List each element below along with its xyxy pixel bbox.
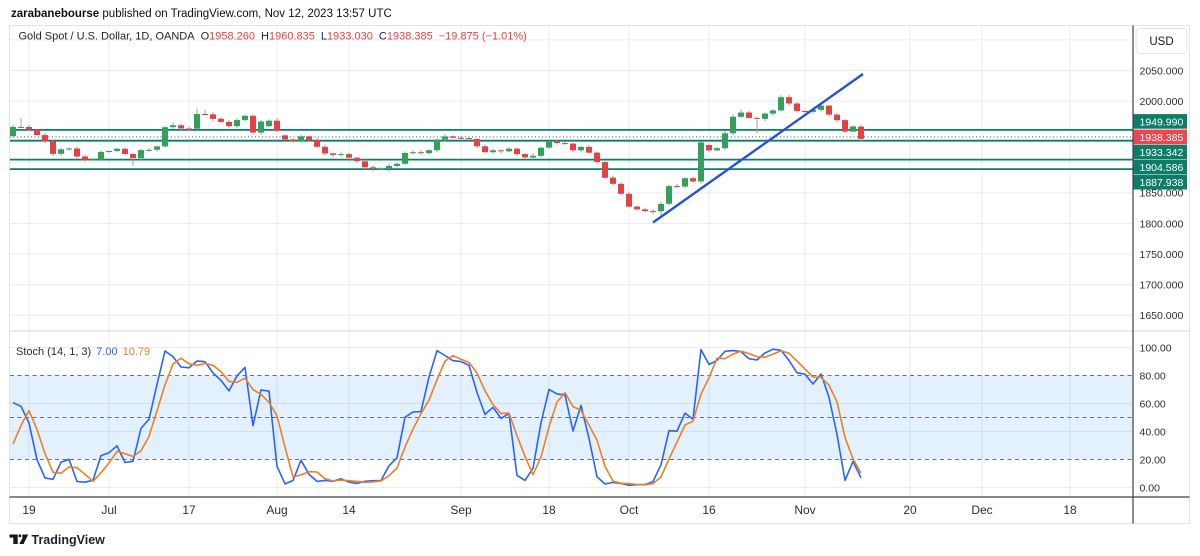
svg-text:100.00: 100.00 xyxy=(1140,342,1172,354)
svg-text:18: 18 xyxy=(542,503,556,517)
svg-text:1887.938: 1887.938 xyxy=(1140,177,1184,189)
svg-text:Oct: Oct xyxy=(620,503,639,517)
svg-text:Aug: Aug xyxy=(266,503,287,517)
svg-text:40.00: 40.00 xyxy=(1140,426,1166,438)
svg-text:1800.000: 1800.000 xyxy=(1140,218,1184,230)
svg-text:Dec: Dec xyxy=(971,503,992,517)
svg-text:60.00: 60.00 xyxy=(1140,398,1166,410)
svg-text:14: 14 xyxy=(342,503,356,517)
svg-text:80.00: 80.00 xyxy=(1140,370,1166,382)
svg-text:TradingView: TradingView xyxy=(32,533,106,547)
svg-text:zarabanebourse published on Tr: zarabanebourse published on TradingView.… xyxy=(11,8,392,20)
svg-text:1949.990: 1949.990 xyxy=(1140,116,1184,128)
svg-text:18: 18 xyxy=(1063,503,1077,517)
svg-text:1650.000: 1650.000 xyxy=(1140,310,1184,322)
svg-text:2050.000: 2050.000 xyxy=(1140,65,1184,77)
svg-text:20.00: 20.00 xyxy=(1140,454,1166,466)
svg-text:Gold Spot / U.S. Dollar, 1D, O: Gold Spot / U.S. Dollar, 1D, OANDA O1958.… xyxy=(19,31,527,43)
svg-text:1850.000: 1850.000 xyxy=(1140,188,1184,200)
svg-text:Jul: Jul xyxy=(101,503,116,517)
svg-text:16: 16 xyxy=(702,503,716,517)
svg-text:17: 17 xyxy=(182,503,196,517)
svg-text:1904.586: 1904.586 xyxy=(1140,162,1184,174)
svg-text:2000.000: 2000.000 xyxy=(1140,96,1184,108)
svg-text:1750.000: 1750.000 xyxy=(1140,249,1184,261)
svg-text:0.00: 0.00 xyxy=(1140,482,1161,494)
svg-text:USD: USD xyxy=(1149,36,1173,48)
svg-text:1938.385: 1938.385 xyxy=(1140,132,1184,144)
svg-text:20: 20 xyxy=(903,503,917,517)
svg-text:1933.342: 1933.342 xyxy=(1140,147,1184,159)
svg-text:1700.000: 1700.000 xyxy=(1140,280,1184,292)
svg-text:19: 19 xyxy=(22,503,36,517)
svg-text:Nov: Nov xyxy=(794,503,815,517)
svg-text:Sep: Sep xyxy=(450,503,472,517)
